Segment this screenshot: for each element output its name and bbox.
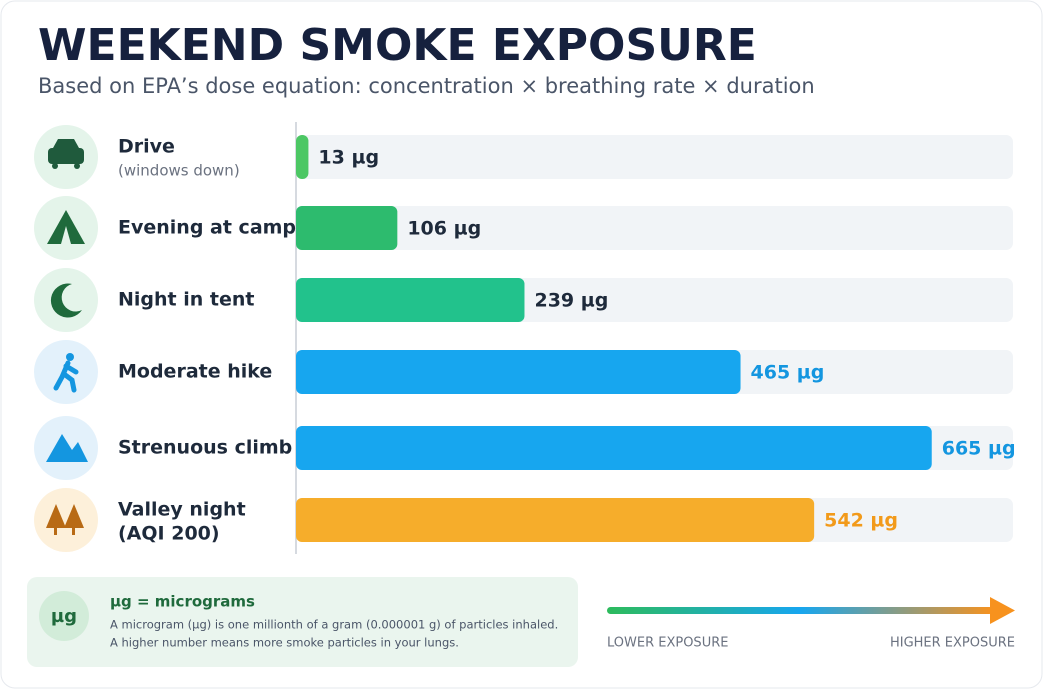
value-label: 465 µg xyxy=(751,362,825,384)
category-label: Moderate hike xyxy=(118,361,272,383)
value-label: 665 µg xyxy=(942,438,1016,460)
category-label: Strenuous climb xyxy=(118,437,292,459)
value-label: 239 µg xyxy=(534,290,608,312)
chart-title: WEEKEND SMOKE EXPOSURE xyxy=(38,20,757,71)
value-label: 106 µg xyxy=(407,218,481,240)
legend-symbol-bg xyxy=(39,591,89,641)
legend-text: A higher number means more smoke particl… xyxy=(110,636,459,650)
legend-title: µg = micrograms xyxy=(110,593,255,611)
bar xyxy=(296,498,815,542)
bar xyxy=(296,278,525,322)
value-label: 13 µg xyxy=(318,147,379,169)
category-label: Evening at camp xyxy=(118,217,296,239)
legend-box xyxy=(27,577,578,667)
scale-high: HIGHER EXPOSURE xyxy=(890,636,1015,651)
bar xyxy=(296,135,309,179)
category-label: Drive xyxy=(118,136,175,158)
category-note: (windows down) xyxy=(118,162,240,180)
bar-track xyxy=(296,135,1013,179)
legend-symbol: µg xyxy=(51,606,77,627)
chart-subtitle: Based on EPA’s dose equation: concentrat… xyxy=(38,74,815,98)
category-label: Valley night xyxy=(118,499,246,521)
scale-arrow xyxy=(990,597,1015,624)
scale-bar xyxy=(607,607,993,614)
value-label: 542 µg xyxy=(824,510,898,532)
bar-track xyxy=(296,206,1013,250)
bar xyxy=(296,206,398,250)
scale-low: LOWER EXPOSURE xyxy=(607,636,728,651)
bar xyxy=(296,426,932,470)
category-note: (AQI 200) xyxy=(118,523,220,545)
category-label: Night in tent xyxy=(118,289,254,311)
icons xyxy=(34,125,98,552)
bar xyxy=(296,350,741,394)
legend-text: A microgram (µg) is one millionth of a g… xyxy=(110,618,558,632)
